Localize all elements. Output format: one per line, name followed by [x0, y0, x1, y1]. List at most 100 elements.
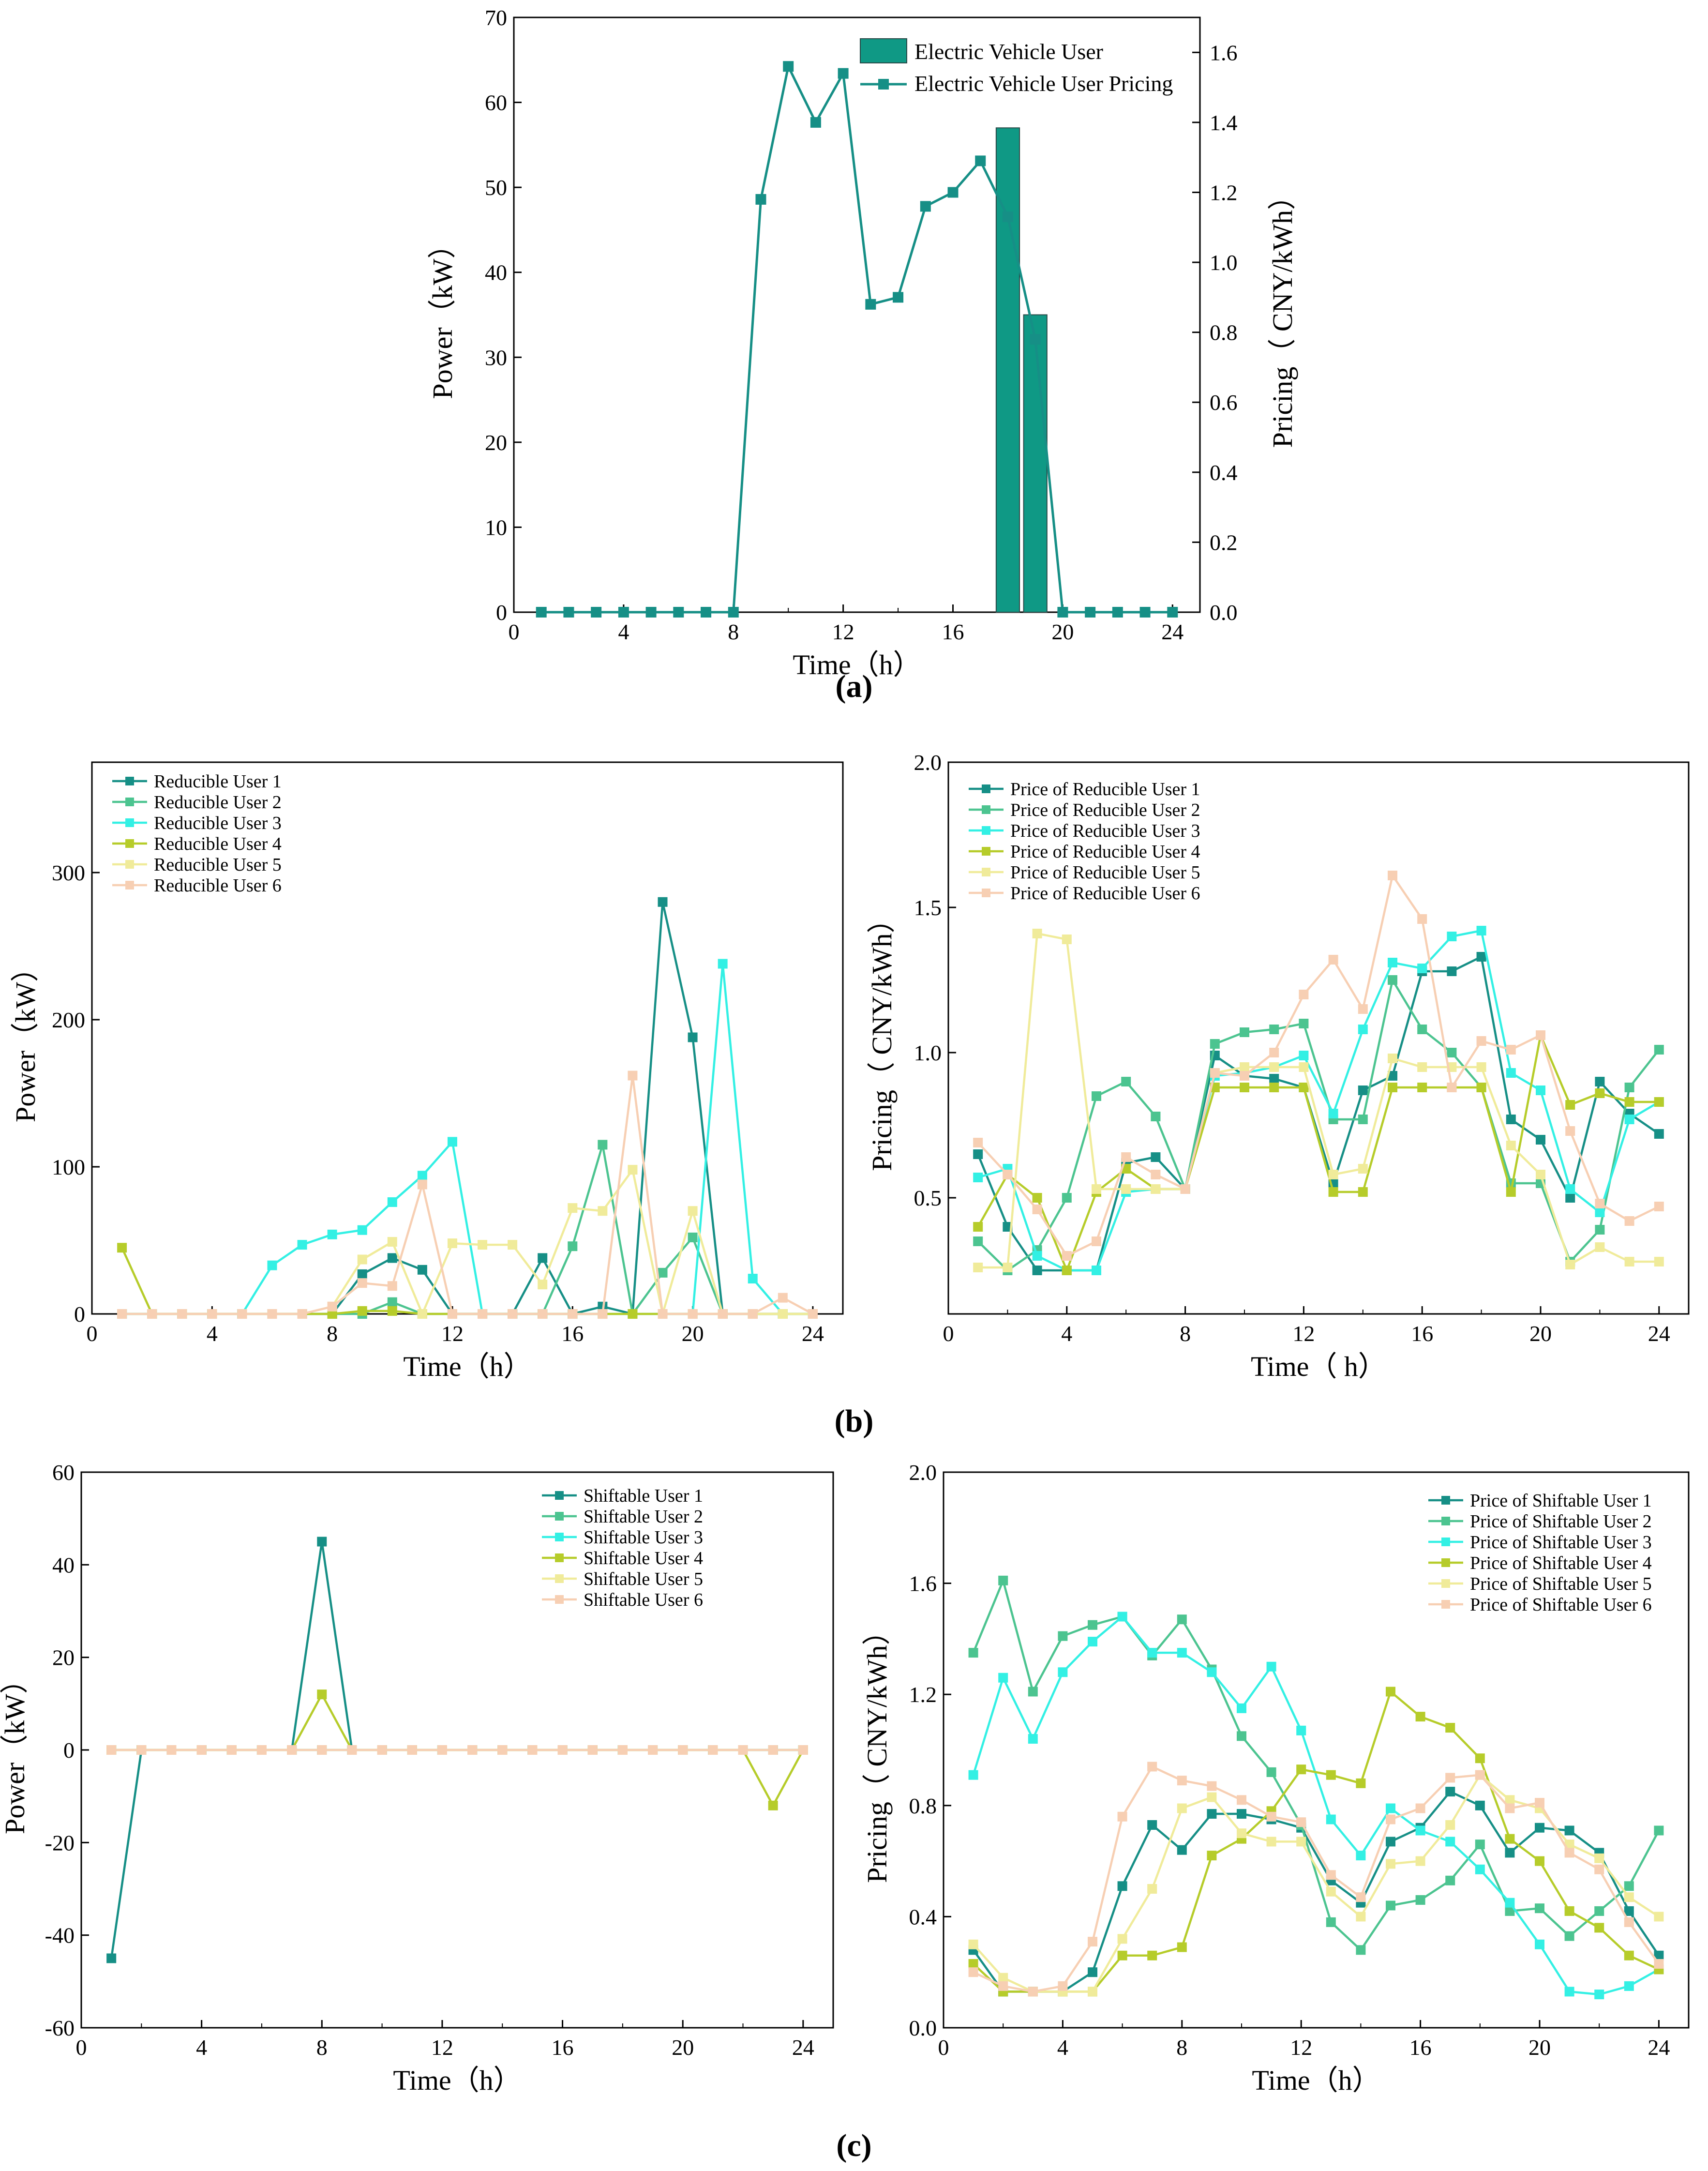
x-tick-label: 16 — [1411, 1321, 1433, 1346]
x-tick-label: 20 — [1528, 2035, 1551, 2060]
point-series-3 — [1328, 1109, 1338, 1118]
point-series-6 — [1535, 1798, 1544, 1808]
point-series-3 — [1535, 1939, 1544, 1949]
point-series-6 — [377, 1745, 387, 1755]
panel-c-shiftable-pricing-chart: 0 4 8 12 16 20 24 0.0 0.4 0.8 1.2 1.6 2.0 Time（h） Pric… — [861, 1460, 1690, 2096]
x-tick-label: 12 — [832, 619, 854, 644]
point-series-1 — [1536, 1135, 1545, 1145]
point-series-5 — [1299, 1062, 1309, 1072]
point-series-3 — [1447, 932, 1457, 941]
point-ev-pricing — [618, 607, 629, 618]
point-series-6 — [1328, 955, 1338, 965]
point-series-6 — [407, 1745, 417, 1755]
point-series-3 — [1505, 1898, 1515, 1908]
point-series-1 — [658, 897, 668, 907]
y-tick-label: 0 — [496, 600, 507, 625]
point-series-6 — [1388, 871, 1397, 880]
point-series-2 — [1028, 1687, 1038, 1697]
point-series-1 — [1654, 1950, 1664, 1960]
point-series-6 — [387, 1281, 397, 1291]
point-series-5 — [1417, 1062, 1427, 1072]
point-series-1 — [1564, 1825, 1574, 1836]
point-series-1 — [1269, 1074, 1279, 1084]
point-series-3 — [1536, 1086, 1545, 1095]
series-line-1 — [122, 902, 813, 1315]
legend-label: Price of Shiftable User 2 — [1470, 1511, 1652, 1532]
point-series-1 — [688, 1032, 698, 1042]
point-ev-pricing — [947, 187, 959, 198]
legend-marker-5 — [982, 868, 990, 876]
legend-marker — [878, 79, 889, 90]
y-tick-label: 300 — [52, 860, 85, 885]
point-series-3 — [1624, 1115, 1634, 1124]
y-tick-label: 200 — [52, 1008, 85, 1032]
point-series-6 — [1475, 1770, 1485, 1780]
y-tick-label: 60 — [485, 90, 507, 115]
point-series-3 — [1388, 958, 1397, 967]
y-tick-label: 100 — [52, 1155, 85, 1179]
point-series-6 — [1151, 1170, 1161, 1179]
legend-label: Reducible User 5 — [154, 855, 282, 875]
x-tick-label: 8 — [728, 619, 739, 644]
point-series-4 — [1415, 1712, 1425, 1722]
legend-marker-4 — [1441, 1558, 1450, 1567]
point-series-1 — [1151, 1152, 1161, 1162]
x-axis-label: Time（h） — [1252, 2065, 1380, 2096]
series-line-6 — [977, 873, 1660, 1257]
legend-label: Shiftable User 1 — [584, 1486, 703, 1506]
y-tick-label: 0.5 — [914, 1186, 942, 1210]
series-line-4 — [973, 1689, 1660, 1993]
series-line-6 — [122, 1075, 813, 1315]
point-series-5 — [1594, 1853, 1604, 1863]
point-series-1 — [1595, 1077, 1605, 1086]
y-tick-label: 60 — [52, 1460, 75, 1485]
y-axis-label: Power（kW） — [10, 954, 41, 1122]
point-series-6 — [1417, 914, 1427, 924]
point-series-6 — [327, 1301, 337, 1312]
point-series-6 — [297, 1309, 307, 1319]
point-series-2 — [1447, 1048, 1457, 1057]
point-series-2 — [1151, 1112, 1161, 1121]
legend-label: Price of Shiftable User 4 — [1470, 1553, 1652, 1573]
legend-marker-4 — [982, 847, 990, 856]
point-series-4 — [327, 1309, 337, 1319]
point-series-1 — [1177, 1845, 1187, 1855]
point-series-4 — [1240, 1083, 1249, 1092]
point-series-5 — [1415, 1856, 1425, 1866]
point-series-2 — [1654, 1045, 1664, 1055]
point-series-6 — [147, 1309, 157, 1319]
point-series-2 — [1326, 1917, 1336, 1927]
point-series-5 — [1240, 1062, 1249, 1072]
point-series-5 — [357, 1254, 367, 1265]
legend-label: Price of Shiftable User 6 — [1470, 1595, 1652, 1615]
series-line-3 — [122, 964, 813, 1315]
point-series-3 — [1028, 1734, 1038, 1744]
x-tick-label: 8 — [1180, 1321, 1191, 1346]
point-series-1 — [1624, 1906, 1634, 1916]
point-series-6 — [688, 1309, 698, 1319]
point-ev-pricing — [1167, 607, 1178, 618]
point-series-2 — [1237, 1731, 1246, 1741]
point-series-2 — [968, 1648, 978, 1658]
point-series-4 — [1505, 1834, 1515, 1844]
series-line-1 — [972, 1790, 1660, 1993]
point-series-6 — [808, 1309, 818, 1319]
caption-b: (b) — [835, 1403, 874, 1439]
point-series-1 — [1447, 966, 1457, 976]
point-series-2 — [1535, 1903, 1544, 1914]
point-series-6 — [1028, 1987, 1038, 1997]
y2-tick-label: 0.6 — [1210, 390, 1238, 415]
point-series-6 — [467, 1745, 478, 1755]
point-series-1 — [973, 1149, 983, 1159]
point-series-4 — [1417, 1083, 1427, 1092]
point-series-6 — [357, 1278, 367, 1288]
point-series-3 — [1296, 1725, 1306, 1735]
point-series-5 — [628, 1165, 638, 1175]
x-tick-label: 24 — [1648, 2035, 1670, 2060]
point-series-6 — [718, 1309, 728, 1319]
point-series-5 — [1003, 1263, 1013, 1272]
legend-marker-6 — [982, 889, 990, 897]
point-ev-pricing — [728, 607, 739, 618]
point-series-3 — [1326, 1814, 1336, 1824]
point-series-3 — [1595, 1207, 1605, 1217]
